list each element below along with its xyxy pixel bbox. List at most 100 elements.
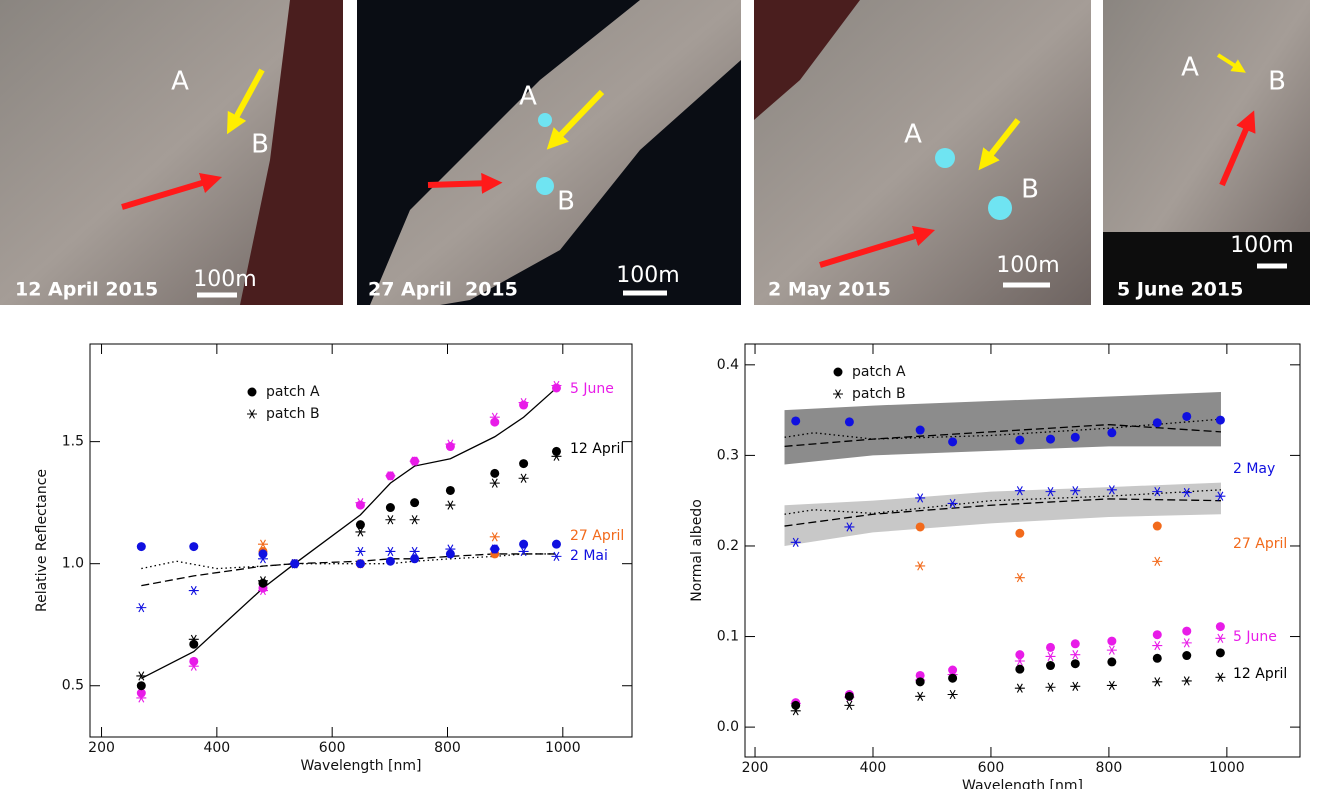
data-point	[1152, 640, 1163, 651]
y-axis-label: Relative Reflectance	[34, 469, 50, 612]
data-point	[257, 539, 268, 549]
legend-marker	[833, 367, 843, 377]
x-tick-label: 800	[434, 740, 461, 756]
data-point	[1015, 664, 1025, 674]
legend-marker	[833, 389, 843, 399]
data-point	[490, 468, 500, 478]
data-point	[1107, 636, 1117, 646]
data-point	[844, 522, 855, 532]
ice-patch	[988, 196, 1012, 220]
data-point	[136, 603, 147, 613]
data-point	[1106, 645, 1117, 655]
data-point	[1215, 633, 1226, 643]
data-point	[1152, 487, 1163, 497]
x-tick-label: 1000	[1209, 760, 1245, 776]
legend-label: patch B	[852, 386, 906, 402]
data-point	[948, 437, 958, 447]
data-point	[947, 498, 958, 509]
data-point	[518, 397, 529, 408]
data-point	[1152, 521, 1162, 531]
y-tick-label: 0.2	[717, 538, 739, 554]
legend-label: patch A	[266, 384, 320, 400]
scale-label: 100m	[193, 267, 256, 292]
shadow	[754, 0, 860, 120]
data-point	[519, 459, 529, 469]
data-point	[1014, 573, 1025, 583]
data-point	[947, 689, 958, 700]
arrow	[427, 172, 503, 194]
x-tick-label: 200	[742, 760, 769, 776]
data-point	[1015, 650, 1025, 660]
data-point	[1215, 622, 1225, 632]
data-point	[1070, 650, 1081, 660]
data-point	[355, 527, 366, 537]
y-tick-label: 0.5	[62, 678, 84, 694]
model-line	[141, 553, 557, 570]
data-point	[551, 380, 562, 391]
x-axis-label: Wavelength [nm]	[962, 778, 1083, 789]
x-tick-label: 400	[203, 740, 230, 756]
data-point	[1015, 528, 1025, 538]
data-point	[915, 677, 925, 687]
data-point	[1045, 682, 1056, 692]
arrow	[546, 89, 605, 150]
data-point	[1182, 626, 1192, 636]
annotation: 2 May	[1233, 461, 1275, 477]
y-tick-label: 1.0	[62, 556, 84, 572]
ice-patch	[536, 177, 554, 195]
data-point	[385, 515, 396, 525]
chart: 200 400 600 800 1000 0.0 0.1 0.2 0.3 0.4 Wavelengt…	[689, 343, 1301, 789]
data-point	[551, 451, 562, 461]
date-label: 27 April 2015	[368, 279, 518, 301]
data-point	[445, 485, 455, 495]
data-point	[409, 456, 420, 466]
x-tick-label: 400	[860, 760, 887, 776]
data-point	[1106, 485, 1117, 495]
point-label: B	[557, 187, 575, 217]
date-label: 12 April 2015	[15, 279, 158, 301]
data-point	[915, 561, 926, 571]
data-point	[1014, 683, 1025, 693]
data-point	[1046, 642, 1056, 652]
data-point	[519, 539, 529, 549]
data-point	[1181, 487, 1192, 498]
date-label: 5 June 2015	[1117, 279, 1243, 301]
data-point	[790, 706, 801, 716]
legend-marker	[247, 409, 257, 419]
data-point	[1181, 638, 1192, 648]
data-point	[1181, 676, 1192, 686]
data-point	[385, 503, 395, 513]
data-point	[409, 515, 420, 525]
model-line	[784, 423, 1222, 447]
data-point	[1070, 681, 1081, 691]
x-tick-label: 600	[978, 760, 1005, 776]
data-point	[136, 671, 147, 681]
data-point	[189, 639, 199, 649]
data-point	[490, 417, 500, 427]
data-point	[355, 559, 365, 569]
annotation: 5 June	[1233, 629, 1277, 645]
data-point	[445, 544, 456, 554]
data-point	[844, 700, 855, 710]
data-point	[136, 693, 147, 703]
plot-frame	[89, 343, 633, 738]
data-point	[791, 700, 801, 710]
point-label: A	[904, 120, 922, 150]
data-point	[551, 539, 561, 549]
model-line	[141, 553, 557, 587]
data-point	[844, 417, 854, 427]
data-point	[1215, 672, 1226, 682]
arrows	[121, 53, 1256, 268]
ice-patch	[935, 148, 955, 168]
photo-panels	[0, 0, 1310, 305]
y-tick-label: 0.0	[717, 719, 739, 735]
data-point	[489, 478, 500, 488]
data-point	[518, 546, 529, 557]
point-label: A	[1181, 53, 1199, 83]
data-point	[385, 556, 395, 566]
point-label: A	[171, 67, 189, 97]
data-point	[1152, 653, 1162, 663]
data-point	[136, 681, 146, 691]
point-label: B	[251, 130, 269, 160]
data-point	[790, 537, 801, 547]
